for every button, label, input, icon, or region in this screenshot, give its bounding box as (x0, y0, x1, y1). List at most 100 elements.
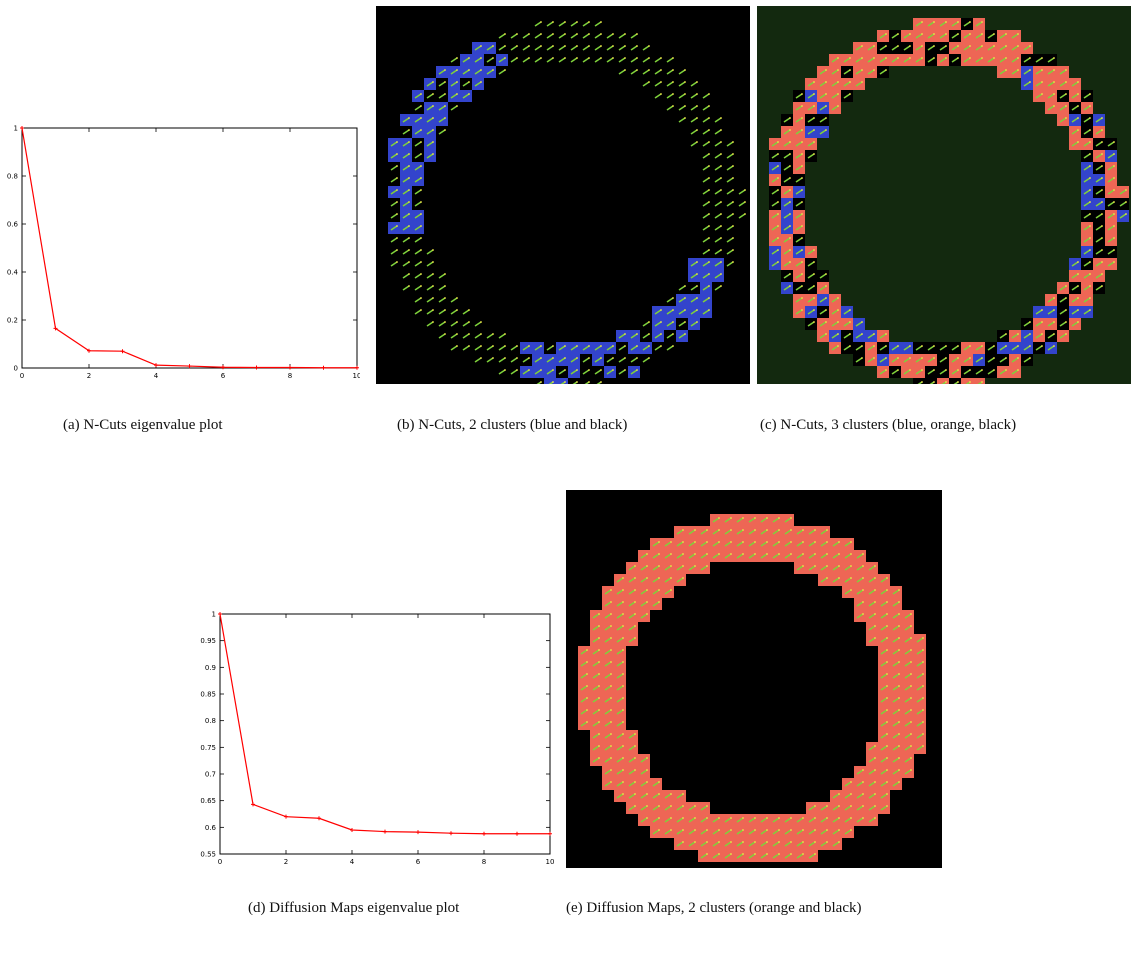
flow-glyph (760, 841, 768, 847)
flow-glyph (796, 853, 804, 859)
flow-glyph-head (432, 273, 434, 275)
flow-glyph (474, 357, 482, 363)
flow-glyph (726, 249, 734, 255)
flow-glyph-head (672, 69, 674, 71)
flow-glyph-head (660, 345, 662, 347)
flow-glyph-head (682, 565, 684, 567)
flow-glyph (1095, 177, 1103, 183)
data-point (187, 364, 192, 369)
flow-glyph (783, 201, 791, 207)
flow-glyph (880, 673, 888, 679)
flow-glyph-head (432, 129, 434, 131)
flow-glyph-head (610, 661, 612, 663)
flow-glyph-head (622, 757, 624, 759)
flow-glyph-head (886, 625, 888, 627)
flow-glyph (832, 553, 840, 559)
flow-glyph-head (849, 57, 851, 59)
flow-glyph (951, 21, 959, 27)
flow-glyph (726, 165, 734, 171)
flow-glyph-head (598, 733, 600, 735)
flow-glyph (426, 309, 434, 315)
flow-glyph (1083, 117, 1091, 123)
flow-glyph (820, 529, 828, 535)
flow-glyph-head (408, 177, 410, 179)
flow-glyph-head (993, 357, 995, 359)
flow-glyph-head (610, 685, 612, 687)
flow-glyph-head (861, 345, 863, 347)
flow-glyph-head (408, 117, 410, 119)
flow-glyph-head (742, 517, 744, 519)
flow-glyph (1071, 141, 1079, 147)
flow-glyph-head (718, 853, 720, 855)
flow-glyph-head (396, 153, 398, 155)
flow-glyph-head (898, 781, 900, 783)
flow-glyph-head (622, 625, 624, 627)
flow-glyph-head (672, 333, 674, 335)
flow-glyph (892, 685, 900, 691)
flow-glyph-head (874, 589, 876, 591)
flow-glyph (951, 345, 959, 351)
flow-glyph (534, 345, 542, 351)
flow-glyph-head (825, 285, 827, 287)
flow-glyph-head (600, 357, 602, 359)
flow-glyph-head (432, 81, 434, 83)
flow-glyph (570, 357, 578, 363)
flow-glyph (390, 213, 398, 219)
flow-glyph-head (778, 817, 780, 819)
flow-glyph-head (732, 225, 734, 227)
flow-glyph-head (658, 577, 660, 579)
flow-glyph-head (598, 613, 600, 615)
flow-glyph (616, 589, 624, 595)
data-point (288, 365, 292, 370)
flow-glyph (916, 661, 924, 667)
flow-glyph (450, 297, 458, 303)
flow-glyph-head (720, 273, 722, 275)
x-tick-label: 2 (284, 858, 288, 866)
flow-glyph-head (778, 853, 780, 855)
flow-glyph-head (1065, 69, 1067, 71)
flow-glyph-head (885, 45, 887, 47)
flow-glyph-head (672, 105, 674, 107)
flow-glyph (880, 793, 888, 799)
flow-glyph-head (801, 249, 803, 251)
flow-glyph (844, 553, 852, 559)
flow-glyph (819, 321, 827, 327)
flow-glyph (714, 201, 722, 207)
flow-glyph (606, 369, 614, 375)
flow-glyph-head (1101, 189, 1103, 191)
ncuts-3-clusters-image (757, 6, 1131, 384)
flow-glyph-head (886, 577, 888, 579)
flow-glyph-head (922, 685, 924, 687)
flow-glyph-head (492, 57, 494, 59)
flow-glyph (616, 637, 624, 643)
flow-glyph (1011, 33, 1019, 39)
flow-glyph (426, 153, 434, 159)
flow-glyph (604, 709, 612, 715)
flow-glyph (1023, 333, 1031, 339)
flow-glyph (676, 565, 684, 571)
flow-glyph-head (789, 285, 791, 287)
flow-glyph-head (444, 285, 446, 287)
flow-glyph (604, 721, 612, 727)
flow-glyph (832, 817, 840, 823)
flow-glyph-head (660, 309, 662, 311)
flow-glyph-head (504, 333, 506, 335)
flow-glyph-head (586, 697, 588, 699)
flow-glyph-head (444, 69, 446, 71)
flow-glyph-head (684, 321, 686, 323)
flow-glyph-head (945, 21, 947, 23)
flow-glyph-head (789, 165, 791, 167)
flow-glyph-head (720, 225, 722, 227)
flow-glyph (772, 853, 780, 859)
flow-glyph-head (801, 261, 803, 263)
flow-glyph-head (861, 57, 863, 59)
flow-glyph (594, 33, 602, 39)
flow-glyph-head (754, 853, 756, 855)
flow-glyph-head (1077, 321, 1079, 323)
flow-glyph-head (1005, 57, 1007, 59)
flow-glyph (1083, 201, 1091, 207)
flow-glyph-head (742, 541, 744, 543)
flow-glyph (760, 541, 768, 547)
flow-glyph (736, 817, 744, 823)
flow-glyph-head (873, 333, 875, 335)
